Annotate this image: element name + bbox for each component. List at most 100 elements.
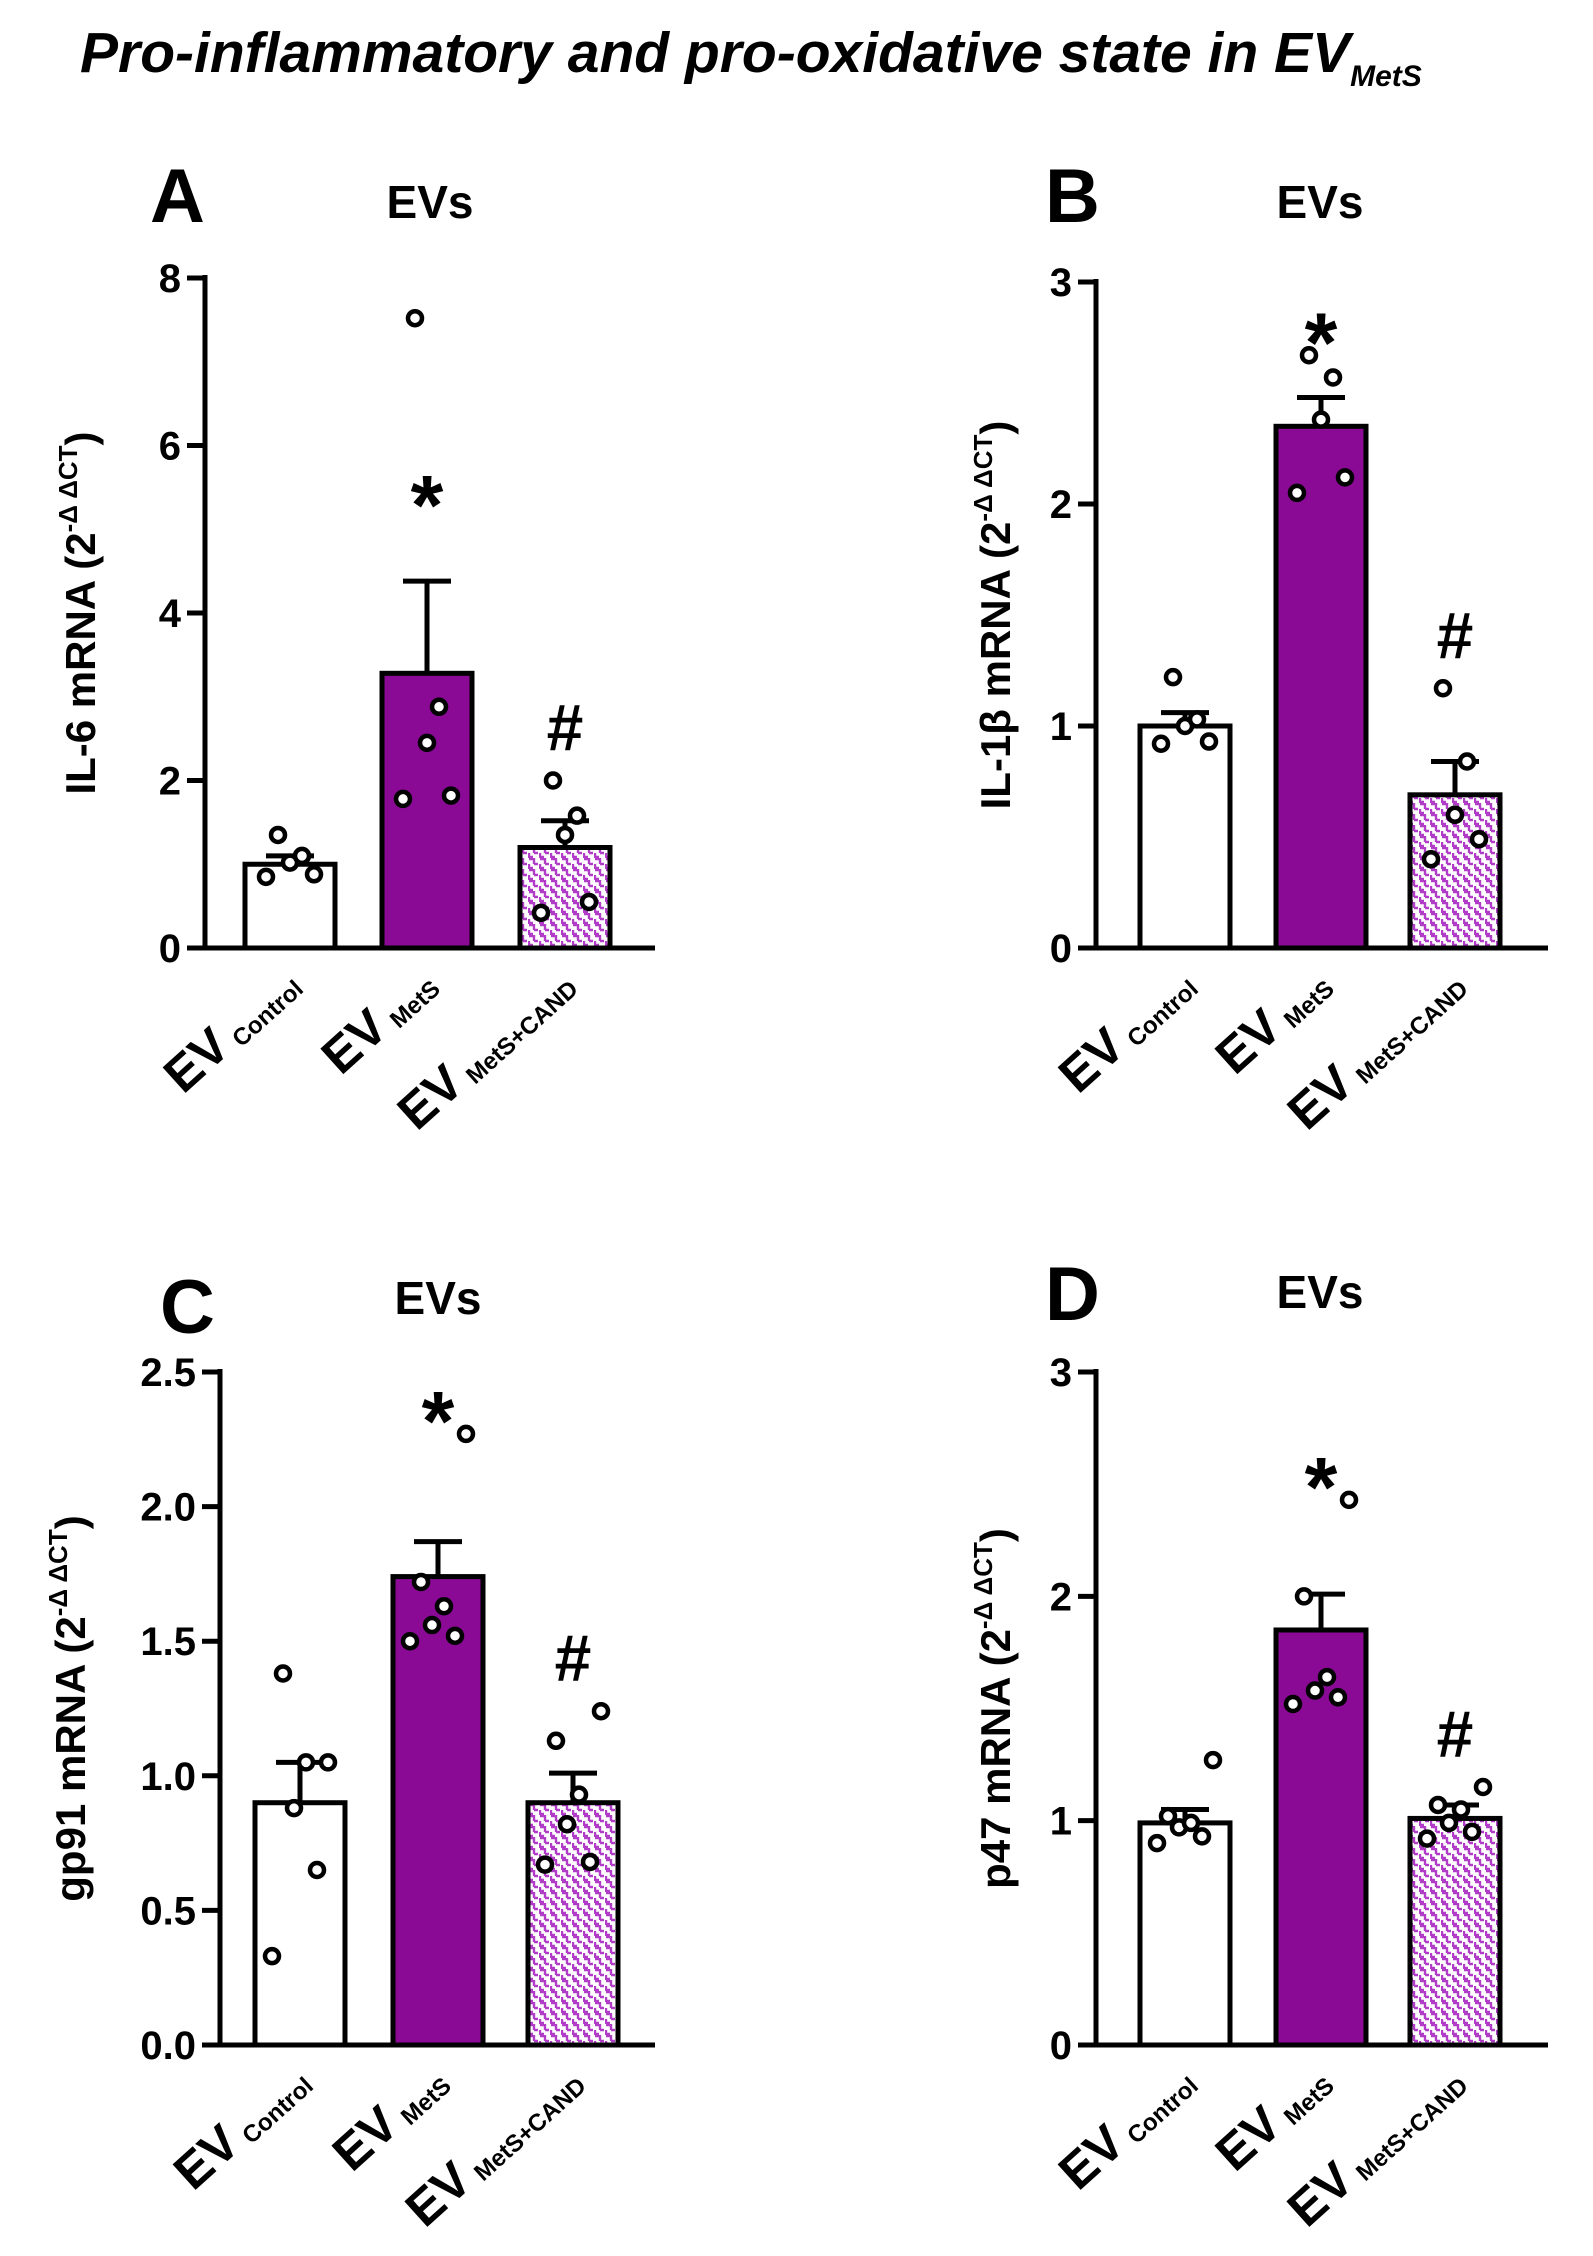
y-axis-label-close: ) [47,1515,94,1529]
panel-letter: A [150,154,205,239]
bar-1 [1137,1820,1233,2048]
data-point [405,308,425,328]
y-tick-label: 3 [1050,261,1072,305]
x-label-sub: Control [237,2072,318,2149]
data-point [1287,483,1307,503]
data-point [1328,1688,1348,1707]
data-point [1187,710,1207,729]
x-label-main: EV [163,2114,251,2201]
x-category-label: EVControl [153,955,309,1104]
data-point [318,1753,338,1772]
x-label-main: EV [311,998,399,1085]
panel-title: EVs [1277,1266,1364,1318]
data-point [1428,1795,1448,1815]
x-label-sub: MetS+CAND [1351,975,1474,1089]
data-point [284,1798,304,1818]
data-point [1417,1829,1437,1848]
x-label-sub: Control [227,975,308,1052]
y-tick-label: 0 [1050,927,1072,971]
y-tick-label: 2 [159,760,181,804]
data-point [1339,1490,1359,1510]
x-label-main: EV [387,1054,475,1141]
data-point [567,806,587,825]
x-label-sub: MetS+CAND [469,2072,592,2186]
data-point [1311,410,1331,429]
data-point [1462,1822,1482,1842]
chart-panel-c: C EVs 0.0 0.5 1.0 1.5 2.0 2.5 gp91 mRNA (2-Δ ΔCT… [43,1265,655,2237]
data-point [1192,1827,1212,1846]
data-point [1445,805,1465,825]
y-axis-label-close: ) [972,1528,1019,1542]
significance-star: * [1305,1440,1338,1534]
significance-hash: # [555,1621,592,1695]
y-axis-label: p47 mRNA (2-Δ ΔCT) [968,1528,1019,1889]
data-point [591,1701,611,1721]
data-point [1158,1806,1178,1826]
panel-letter: B [1045,154,1100,239]
x-label-sub: Control [1122,975,1203,1052]
x-label-main: EV [395,2151,483,2238]
significance-hash: # [1437,598,1474,672]
data-point [434,1596,454,1616]
y-axis-label-sup: -Δ ΔCT [968,1542,998,1629]
y-axis-label-main: gp91 mRNA (2 [47,1616,94,1902]
data-point [307,1860,327,1880]
data-point [292,846,312,866]
data-point [543,771,563,790]
y-tick-label: 1.5 [140,1620,196,1664]
bar-1 [1137,723,1233,951]
x-category-label: EVMetS+CAND [387,955,585,1141]
data-point [268,825,288,845]
x-label-sub: MetS [1279,2072,1340,2130]
y-axis-label: gp91 mRNA (2-Δ ΔCT) [43,1515,94,1901]
data-point [411,1572,431,1592]
y-tick-label: 0.5 [140,1889,196,1933]
y-tick-label: 0 [1050,2024,1072,2068]
significance-star: * [422,1374,455,1468]
data-point [1469,829,1489,849]
x-label-main: EV [1277,2151,1365,2238]
figure-title-main: Pro-inflammatory and pro-oxidative state… [80,21,1354,85]
y-axis-label-sup: -Δ ΔCT [968,435,998,522]
data-point [579,892,599,912]
data-point [445,1626,465,1646]
y-tick-label: 0.0 [140,2024,196,2068]
panel-letter: D [1045,1252,1100,1337]
x-category-label: EVControl [1048,2052,1204,2201]
x-label-sub: MetS+CAND [461,975,584,1089]
bar-2 [1273,423,1369,951]
y-axis-label: IL-1β mRNA (2-Δ ΔCT) [968,421,1019,810]
data-point [422,1615,442,1635]
data-point [400,1631,420,1651]
y-tick-label: 4 [159,592,182,636]
y-tick-label: 2 [1050,483,1072,527]
significance-hash: # [547,691,584,765]
y-tick-label: 2.0 [140,1486,196,1530]
data-point [1294,1587,1314,1606]
data-point [1317,1667,1337,1687]
significance-star: * [1305,295,1338,389]
bar-2 [390,1574,486,2048]
data-point [1305,1681,1325,1700]
y-axis-label-close: ) [57,431,104,445]
y-axis-label: IL-6 mRNA (2-Δ ΔCT) [53,431,104,794]
x-label-main: EV [1048,1017,1136,1104]
data-point [304,865,324,884]
data-point [273,1664,293,1683]
x-label-main: EV [1205,2095,1293,2182]
data-point [555,825,575,845]
data-point [557,1815,577,1834]
figure-title: Pro-inflammatory and pro-oxidative state… [80,21,1422,93]
data-point [1147,1833,1167,1853]
panel-title: EVs [1277,176,1364,228]
x-label-main: EV [322,2095,410,2182]
data-point [256,867,276,887]
data-point [1151,734,1171,754]
panel-letter: C [160,1265,215,1350]
y-axis-label-main: IL-6 mRNA (2 [57,532,104,794]
y-axis-label-sup: -Δ ΔCT [43,1529,73,1616]
